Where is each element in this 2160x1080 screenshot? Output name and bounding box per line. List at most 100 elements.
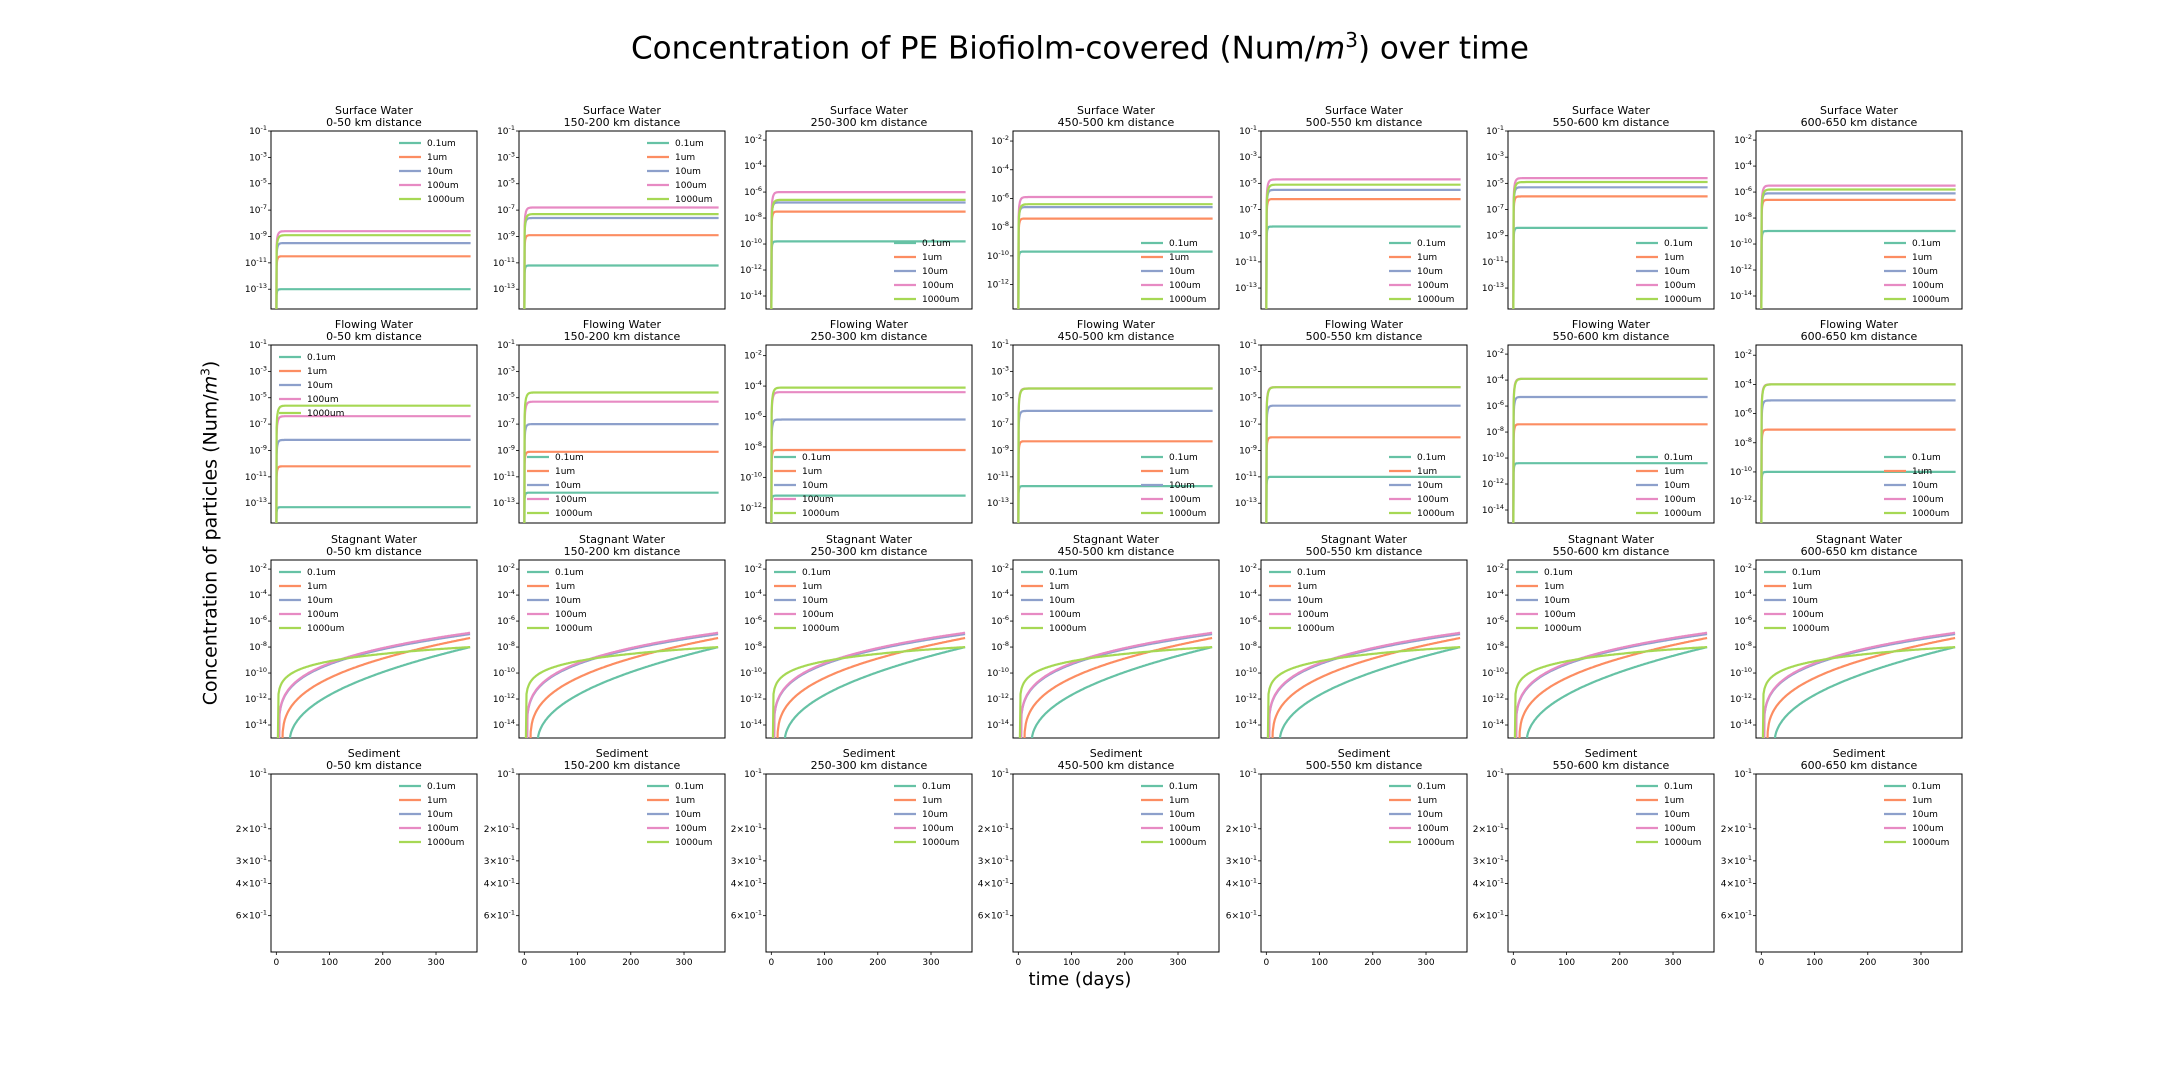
y-tick-label: 10-9 [497, 229, 515, 242]
y-tick-label: 10-1 [249, 124, 267, 137]
y-tick-label: 10-12 [987, 692, 1009, 705]
panel-frame [270, 773, 478, 953]
y-tick-label: 2×10-1 [484, 822, 515, 835]
y-tick-label: 10-8 [1734, 436, 1752, 449]
x-tick-label: 100 [1558, 958, 1575, 968]
legend: 0.1um 1um 10um 100um 1000um [774, 453, 839, 519]
series-line-100um [523, 206, 719, 309]
panel-title-compartment: Flowing Water [1325, 318, 1404, 331]
legend-label: 100um [802, 610, 834, 620]
legend-label: 1um [1297, 582, 1317, 592]
legend: 0.1um 1um 10um 100um 1000um [279, 353, 344, 419]
y-tick-label: 10-12 [245, 692, 267, 705]
legend-label: 0.1um [922, 239, 951, 249]
y-tick-label: 10-10 [740, 470, 762, 483]
y-tick-label: 6×10-1 [484, 909, 515, 922]
series-line-10um [770, 418, 966, 523]
series-line-1000um [1760, 188, 1956, 309]
series-line-1um [776, 636, 966, 738]
y-tick-label: 10-12 [740, 263, 762, 276]
y-tick-label: 10-8 [991, 640, 1009, 653]
series-line-100um [1265, 386, 1461, 523]
y-tick-label: 10-11 [245, 256, 267, 269]
series-line-100um [1763, 631, 1956, 738]
y-tick-label: 10-4 [1486, 373, 1504, 386]
series-line-1000um [524, 646, 719, 738]
series-line-100um [770, 391, 966, 523]
y-tick-label: 10-4 [744, 159, 762, 172]
series-line-100um [1017, 195, 1213, 309]
y-tick-label: 10-1 [991, 767, 1009, 780]
legend: 0.1um 1um 10um 100um 1000um [527, 453, 592, 519]
legend-label: 10um [922, 810, 948, 820]
y-tick-label: 6×10-1 [1473, 909, 1504, 922]
legend-label: 1000um [675, 195, 712, 205]
series-line-100um [1268, 631, 1461, 738]
panel-title-compartment: Stagnant Water [579, 533, 666, 546]
series-line-0.1um [1760, 229, 1956, 309]
y-tick-label: 10-3 [1486, 150, 1504, 163]
legend-label: 100um [1169, 495, 1201, 505]
y-tick-label: 10-1 [497, 124, 515, 137]
legend-label: 1000um [1792, 624, 1829, 634]
y-tick-label: 10-4 [991, 163, 1009, 176]
y-tick-label: 10-7 [1486, 203, 1504, 216]
y-tick-label: 10-4 [1734, 159, 1752, 172]
y-tick-label: 3×10-1 [978, 854, 1009, 867]
series-line-1000um [1265, 386, 1461, 523]
y-tick-label: 10-11 [493, 470, 515, 483]
y-tick-label: 10-13 [1235, 496, 1257, 509]
y-tick-label: 10-4 [1486, 588, 1504, 601]
series-line-1000um [1018, 646, 1213, 738]
series-line-1um [1760, 198, 1956, 309]
panel-title-compartment: Sediment [1090, 747, 1143, 760]
y-tick-label: 10-7 [1239, 203, 1257, 216]
y-tick-label: 10-7 [249, 203, 267, 216]
legend-label: 1um [1912, 467, 1932, 477]
panel-title-distance: 450-500 km distance [1058, 759, 1175, 772]
legend-label: 1000um [1169, 838, 1206, 848]
legend-label: 1um [1417, 796, 1437, 806]
y-tick-label: 10-8 [744, 640, 762, 653]
legend-label: 1um [922, 796, 942, 806]
legend-label: 1000um [1169, 295, 1206, 305]
x-tick-label: 0 [768, 958, 774, 968]
panel-title-compartment: Surface Water [335, 104, 413, 117]
y-tick-label: 6×10-1 [236, 909, 267, 922]
panel-frame [518, 559, 726, 739]
series-line-0.1um [275, 506, 471, 523]
series-line-10um [1265, 404, 1461, 523]
series-line-100um [1760, 184, 1956, 309]
legend-label: 100um [1417, 281, 1449, 291]
series-line-100um [770, 191, 966, 309]
panel-title-distance: 0-50 km distance [326, 330, 422, 343]
x-tick-label: 200 [622, 958, 639, 968]
series-line-0.1um [770, 494, 966, 523]
series-line-1um [770, 210, 966, 309]
figure-xlabel: time (days) [1028, 969, 1132, 990]
legend: 0.1um 1um 10um 100um 1000um [1021, 568, 1086, 634]
legend-label: 10um [1417, 810, 1443, 820]
y-tick-label: 10-5 [249, 391, 267, 404]
legend-label: 1000um [555, 624, 592, 634]
y-tick-label: 10-2 [1486, 347, 1504, 360]
y-tick-label: 10-12 [740, 501, 762, 514]
y-tick-label: 10-4 [744, 588, 762, 601]
series-line-10um [1268, 633, 1461, 738]
series-line-0.1um [770, 240, 966, 309]
series-line-1um [770, 448, 966, 523]
y-tick-label: 10-8 [497, 640, 515, 653]
x-tick-label: 200 [1859, 958, 1876, 968]
series-line-100um [1512, 177, 1708, 309]
series-line-10um [526, 633, 719, 738]
legend-label: 100um [555, 610, 587, 620]
y-tick-label: 10-3 [249, 150, 267, 163]
y-tick-label: 10-12 [1730, 263, 1752, 276]
y-tick-label: 10-12 [493, 692, 515, 705]
panel-title-compartment: Sediment [348, 747, 401, 760]
